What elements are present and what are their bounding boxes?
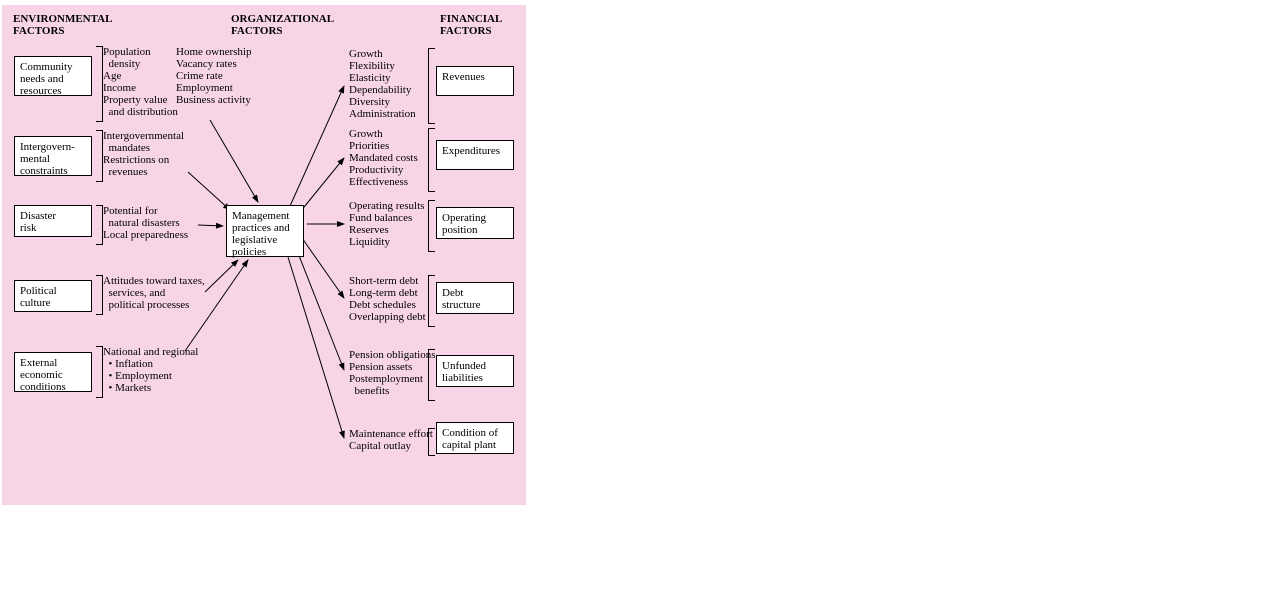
header-org-line1: ORGANIZATIONAL [231, 13, 334, 25]
header-fin-line2: FACTORS [440, 25, 492, 37]
fin-desc-debt: Short-term debtLong-term debtDebt schedu… [349, 275, 426, 323]
header-financial: FINANCIAL FACTORS [440, 13, 502, 37]
env-desc-disaster: Potential for natural disastersLocal pre… [103, 205, 188, 241]
env-bracket-political [96, 275, 103, 315]
fin-bracket-plant [428, 428, 435, 456]
central-box-mgmt: Managementpractices andlegislativepolici… [226, 205, 304, 257]
fin-bracket-expend [428, 128, 435, 192]
diagram-stage: ENVIRONMENTAL FACTORS ORGANIZATIONAL FAC… [0, 0, 1274, 589]
header-env-line1: ENVIRONMENTAL [13, 13, 112, 25]
header-environmental: ENVIRONMENTAL FACTORS [13, 13, 112, 37]
env-desc-external: National and regional • Inflation • Empl… [103, 346, 198, 394]
fin-desc-unfunded: Pension obligationsPension assetsPostemp… [349, 349, 435, 397]
fin-bracket-oppos [428, 200, 435, 252]
env-bracket-intergov [96, 130, 103, 182]
env-box-external: Externaleconomicconditions [14, 352, 92, 392]
header-org-line2: FACTORS [231, 25, 283, 37]
fin-box-revenues: Revenues [436, 66, 514, 96]
env-box-intergov: Intergovern-mentalconstraints [14, 136, 92, 176]
fin-desc-expend: GrowthPrioritiesMandated costsProductivi… [349, 128, 418, 188]
header-organizational: ORGANIZATIONAL FACTORS [231, 13, 334, 37]
header-fin-line1: FINANCIAL [440, 13, 502, 25]
fin-bracket-debt [428, 275, 435, 327]
fin-desc-oppos: Operating resultsFund balancesReservesLi… [349, 200, 424, 248]
fin-box-debt: Debtstructure [436, 282, 514, 314]
env-bracket-disaster [96, 205, 103, 245]
env-desc-intergov: Intergovernmental mandatesRestrictions o… [103, 130, 184, 178]
fin-box-oppos: Operatingposition [436, 207, 514, 239]
env-bracket-external [96, 346, 103, 398]
header-env-line2: FACTORS [13, 25, 65, 37]
fin-box-expend: Expenditures [436, 140, 514, 170]
env-bracket-community [96, 46, 103, 122]
env-box-community: Communityneeds andresources [14, 56, 92, 96]
fin-bracket-revenues [428, 48, 435, 124]
env-box-disaster: Disasterrisk [14, 205, 92, 237]
env-desc-community: Population densityAgeIncomeProperty valu… [103, 46, 178, 118]
env-box-political: Politicalculture [14, 280, 92, 312]
env-desc-political: Attitudes toward taxes, services, and po… [103, 275, 205, 311]
fin-desc-revenues: GrowthFlexibilityElasticityDependability… [349, 48, 416, 120]
env-desc2-community: Home ownershipVacancy ratesCrime rateEmp… [176, 46, 251, 106]
fin-bracket-unfunded [428, 349, 435, 401]
fin-box-unfunded: Unfundedliabilities [436, 355, 514, 387]
fin-box-plant: Condition ofcapital plant [436, 422, 514, 454]
fin-desc-plant: Maintenance effortCapital outlay [349, 428, 433, 452]
